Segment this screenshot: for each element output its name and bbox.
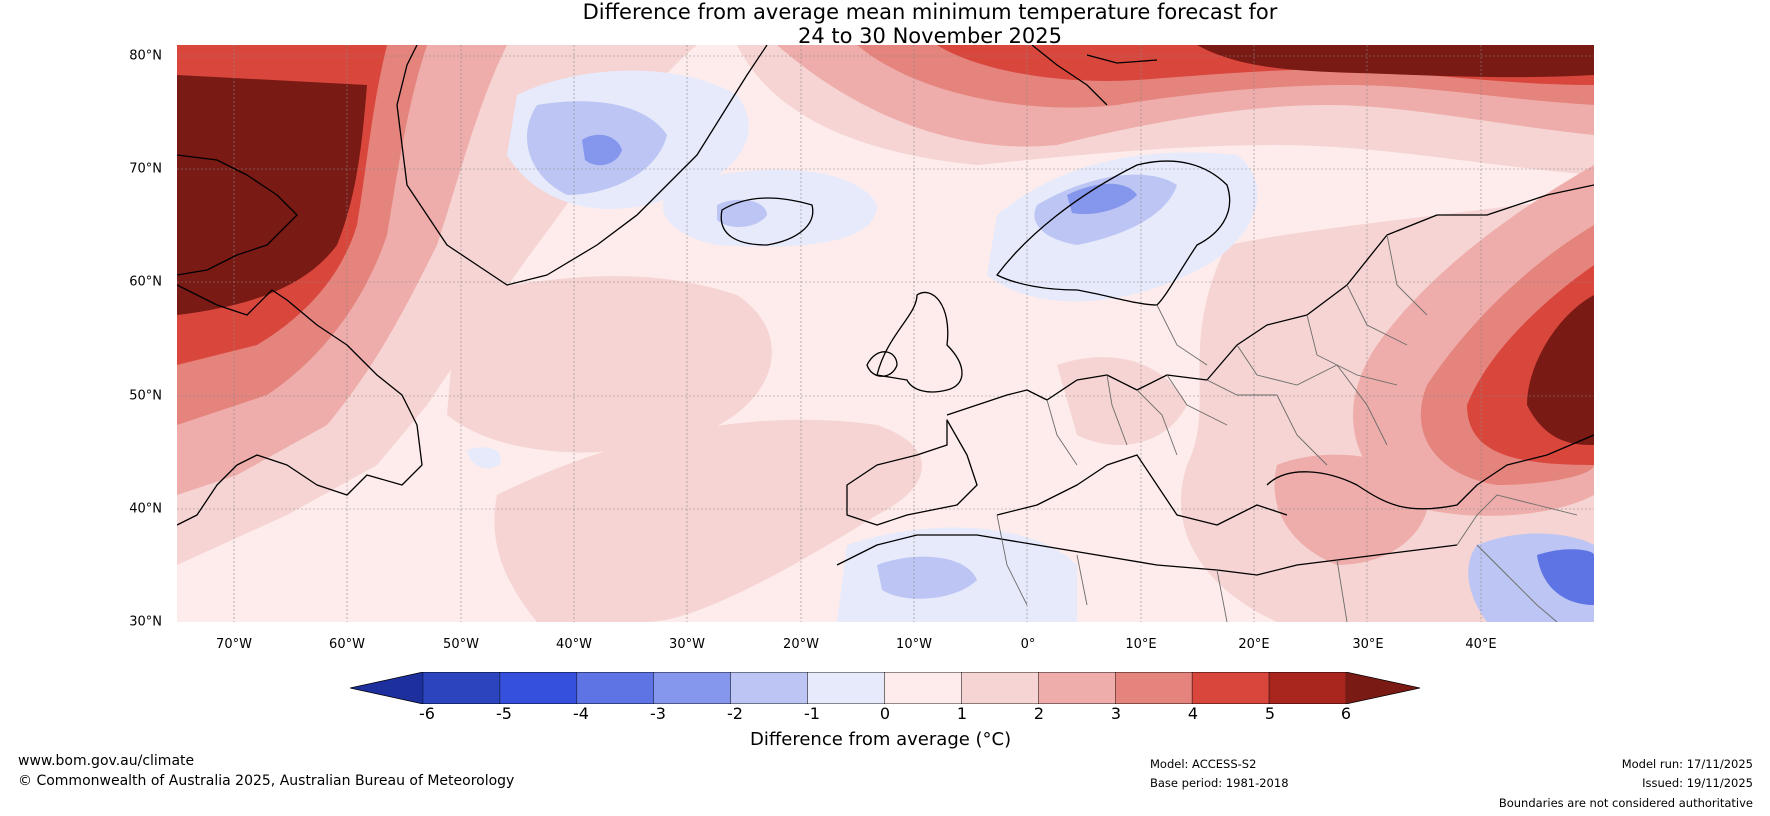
footer-copyright: © Commonwealth of Australia 2025, Austra… — [18, 773, 515, 789]
colorbar-segment — [730, 672, 808, 704]
coastlines — [177, 45, 1594, 576]
anomaly-1-2-south-atlantic — [494, 419, 922, 622]
colorbar-segment — [653, 672, 731, 704]
anomaly-neg2-3-scandinavia — [1067, 183, 1137, 215]
cb-tick-minus-2: -2 — [727, 704, 743, 723]
footer-url: www.bom.gov.au/climate — [18, 753, 195, 769]
colorbar-segments — [350, 672, 1420, 704]
cb-tick-minus-1: -1 — [804, 704, 820, 723]
lon-label-20e: 20°E — [1238, 637, 1270, 652]
colorbar-segment — [576, 672, 654, 704]
lon-label-60w: 60°W — [329, 637, 365, 652]
anomaly-1-2-france — [1057, 357, 1187, 445]
coast-labrador — [177, 284, 423, 526]
chart-title: Difference from average mean minimum tem… — [0, 0, 1770, 48]
colorbar — [350, 672, 1420, 704]
graticule — [177, 45, 1594, 622]
coast-novaya — [1086, 54, 1158, 64]
colorbar-segment — [1346, 672, 1420, 704]
coast-ireland — [866, 351, 898, 377]
lon-label-20w: 20°W — [783, 637, 819, 652]
colorbar-segment — [422, 672, 501, 704]
colorbar-segment — [350, 672, 423, 704]
coast-greenland — [396, 45, 768, 286]
country-borders — [996, 234, 1578, 622]
lon-label-70w: 70°W — [216, 637, 252, 652]
lon-label-30w: 30°W — [669, 637, 705, 652]
footer-model-run: Model run: 17/11/2025 — [1621, 757, 1753, 771]
coast-svalbard — [1031, 45, 1108, 106]
coast-baffin — [177, 154, 298, 276]
cb-tick-minus-6: -6 — [419, 704, 435, 723]
footer-disclaimer: Boundaries are not considered authoritat… — [1498, 796, 1753, 810]
lat-label-80n: 80°N — [129, 48, 162, 64]
forecast-map — [177, 45, 1594, 622]
colorbar-segment — [807, 672, 885, 704]
anomaly-neg1-2-north-africa — [877, 556, 977, 599]
cb-tick-4: 4 — [1187, 704, 1199, 723]
colorbar-segment — [1191, 672, 1270, 704]
cb-tick-minus-4: -4 — [573, 704, 589, 723]
lon-label-40e: 40°E — [1465, 637, 1497, 652]
coast-black-sea — [1266, 434, 1594, 510]
title-line-1: Difference from average mean minimum tem… — [582, 0, 1278, 24]
lon-label-40w: 40°W — [556, 637, 592, 652]
colorbar-segment — [1268, 672, 1347, 704]
lat-label-60n: 60°N — [129, 274, 162, 290]
cb-tick-6: 6 — [1340, 704, 1352, 723]
map-canvas — [177, 45, 1594, 622]
lat-label-50n: 50°N — [129, 388, 162, 404]
anomaly-neg2-3-greenland-sea — [582, 134, 622, 166]
coast-mediterranean-north — [996, 454, 1288, 526]
cb-tick-minus-3: -3 — [650, 704, 666, 723]
lat-label-70n: 70°N — [129, 161, 162, 177]
coast-great-britain — [876, 291, 963, 393]
cb-tick-1: 1 — [956, 704, 968, 723]
coast-iceland — [720, 197, 814, 246]
anomaly-neg3-4-middle-east — [1537, 549, 1594, 605]
lon-label-30e: 30°E — [1352, 637, 1384, 652]
title-line-2: 24 to 30 November 2025 — [798, 24, 1062, 48]
colorbar-segment — [884, 672, 962, 704]
footer-issued: Issued: 19/11/2025 — [1642, 776, 1753, 790]
cb-tick-0: 0 — [879, 704, 891, 723]
lon-label-50w: 50°W — [443, 637, 479, 652]
cb-tick-3: 3 — [1110, 704, 1122, 723]
anomaly-1-2-mid-atlantic — [447, 276, 772, 453]
cb-tick-2: 2 — [1033, 704, 1045, 723]
colorbar-segment — [961, 672, 1039, 704]
lon-label-0: 0° — [1020, 637, 1036, 652]
colorbar-segment — [499, 672, 578, 704]
footer-base-period: Base period: 1981-2018 — [1150, 776, 1289, 790]
anomaly-above-6-canada — [177, 75, 367, 315]
footer-model: Model: ACCESS-S2 — [1150, 757, 1257, 771]
cb-tick-minus-5: -5 — [496, 704, 512, 723]
colorbar-segment — [1115, 672, 1193, 704]
lat-label-40n: 40°N — [129, 501, 162, 517]
lat-label-30n: 30°N — [129, 614, 162, 630]
anomaly-neg-iceland — [662, 169, 877, 247]
anomaly-above-6-arctic — [1197, 45, 1594, 78]
cb-tick-5: 5 — [1264, 704, 1276, 723]
anomaly-neg-azores — [467, 447, 501, 469]
anomaly-above-6-russia — [1527, 295, 1594, 445]
lon-label-10w: 10°W — [896, 637, 932, 652]
coast-iberia — [846, 419, 978, 526]
coast-scandinavia — [996, 160, 1231, 306]
lon-label-10e: 10°E — [1125, 637, 1157, 652]
colorbar-label: Difference from average (°C) — [750, 729, 1012, 750]
coast-north-africa — [836, 534, 1458, 576]
colorbar-segment — [1038, 672, 1116, 704]
anomaly-2-3-balkans — [1274, 454, 1429, 565]
